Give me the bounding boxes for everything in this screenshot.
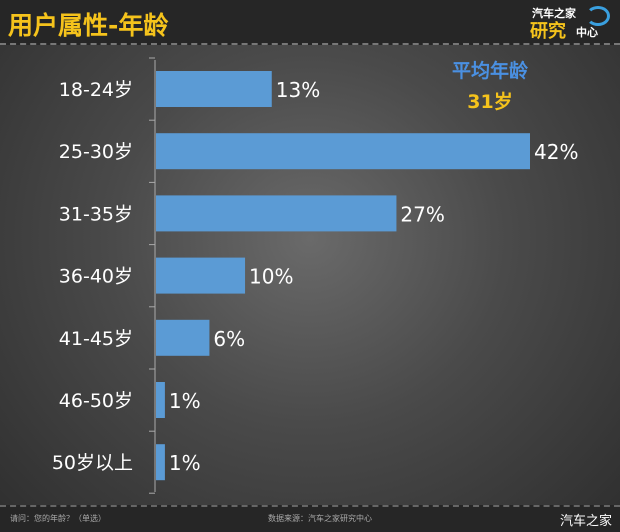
average-label: 平均年龄	[451, 60, 528, 82]
data-label: 13%	[276, 78, 320, 102]
bar	[156, 257, 246, 294]
logo-line2: 研究	[530, 21, 566, 42]
data-label: 1%	[169, 389, 201, 413]
category-label: 18-24岁	[59, 79, 133, 101]
logo-line3: 中心	[576, 26, 598, 39]
data-label: 42%	[534, 140, 578, 164]
header-bar: 用户属性-年龄 汽车之家 研究 中心	[0, 0, 620, 45]
category-label: 36-40岁	[59, 266, 133, 288]
page-title: 用户属性-年龄	[8, 11, 169, 40]
bar	[156, 444, 165, 481]
bar	[156, 133, 530, 170]
bar	[156, 382, 165, 418]
bar	[156, 319, 210, 356]
footer-bar: 请问：您的年龄？（单选） 数据来源：汽车之家研究中心 汽车之家	[0, 505, 620, 532]
bar	[156, 195, 397, 232]
data-label: 10%	[249, 265, 293, 289]
category-label: 25-30岁	[59, 141, 133, 163]
category-label: 46-50岁	[59, 390, 133, 412]
footer-source: 数据来源：汽车之家研究中心	[268, 514, 372, 523]
category-label: 50岁以上	[52, 452, 133, 474]
category-label: 41-45岁	[59, 328, 133, 350]
swirl-icon	[586, 6, 610, 26]
category-label: 31-35岁	[59, 203, 133, 225]
average-value: 31岁	[467, 91, 513, 113]
data-label: 1%	[169, 451, 201, 475]
average-age-callout: 平均年龄 31岁	[440, 56, 540, 114]
data-label: 6%	[213, 327, 245, 351]
research-center-logo: 汽车之家 研究 中心	[528, 4, 612, 42]
footer-brand: 汽车之家	[559, 514, 612, 529]
bar	[156, 71, 272, 107]
logo-line1: 汽车之家	[532, 7, 576, 20]
data-label: 27%	[400, 202, 444, 226]
footer-question: 请问：您的年龄？（单选）	[10, 514, 106, 523]
